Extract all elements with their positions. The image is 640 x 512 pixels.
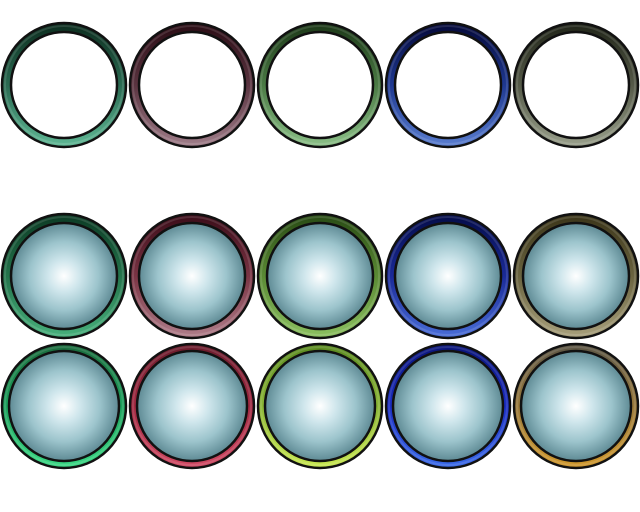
- glass-button[interactable]: [256, 212, 384, 340]
- glass-face: [137, 221, 247, 331]
- glass-button[interactable]: [128, 212, 256, 340]
- ring-hole: [265, 30, 375, 140]
- glass-face: [7, 349, 121, 463]
- ring-highlight: [516, 216, 636, 336]
- ring-highlight: [388, 25, 508, 145]
- ring-frame: [512, 21, 640, 149]
- ring-hole: [393, 30, 503, 140]
- glass-face: [265, 221, 375, 331]
- ring-highlight: [4, 25, 124, 145]
- ring-frame: [128, 21, 256, 149]
- glass-face: [391, 349, 505, 463]
- ring-highlight: [260, 346, 380, 466]
- glass-button[interactable]: [0, 342, 128, 470]
- glass-face: [263, 349, 377, 463]
- ring-highlight: [516, 346, 636, 466]
- glass-face: [393, 221, 503, 331]
- ring-highlight: [516, 25, 636, 145]
- ring-highlight: [132, 25, 252, 145]
- ring-highlight: [388, 216, 508, 336]
- ring-highlight: [388, 346, 508, 466]
- ring-frame: [256, 21, 384, 149]
- ring-hole: [521, 30, 631, 140]
- glass-button[interactable]: [512, 212, 640, 340]
- ring-frame: [0, 21, 128, 149]
- glass-face: [519, 349, 633, 463]
- glass-face: [521, 221, 631, 331]
- glass-button[interactable]: [384, 342, 512, 470]
- glass-button[interactable]: [0, 212, 128, 340]
- ring-highlight: [260, 25, 380, 145]
- glass-button[interactable]: [256, 342, 384, 470]
- row-bright-glass-buttons: [0, 342, 640, 470]
- row-empty-frames: [0, 21, 640, 149]
- ring-highlight: [132, 216, 252, 336]
- ring-highlight: [132, 346, 252, 466]
- ring-hole: [137, 30, 247, 140]
- ring-frame: [384, 21, 512, 149]
- glass-face: [135, 349, 249, 463]
- glass-face: [9, 221, 119, 331]
- glass-button[interactable]: [384, 212, 512, 340]
- row-thick-glass-buttons: [0, 212, 640, 340]
- ring-hole: [9, 30, 119, 140]
- glass-button[interactable]: [512, 342, 640, 470]
- ring-highlight: [4, 216, 124, 336]
- ring-highlight: [4, 346, 124, 466]
- ring-highlight: [260, 216, 380, 336]
- glass-button[interactable]: [128, 342, 256, 470]
